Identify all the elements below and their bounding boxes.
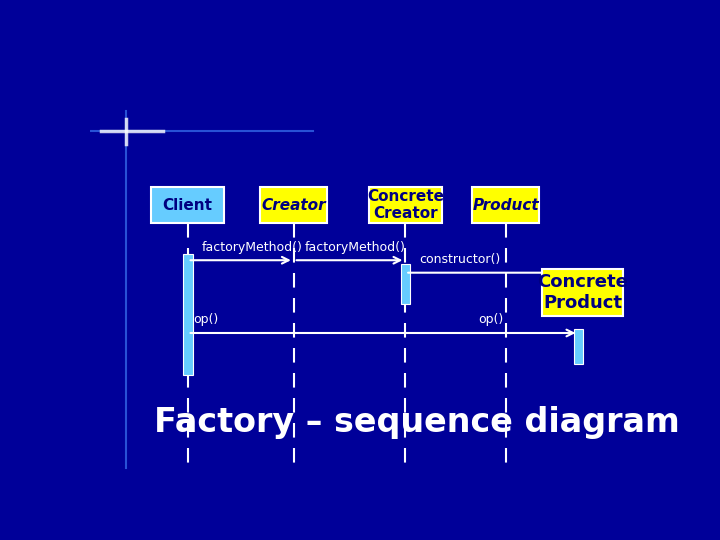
- Bar: [472, 187, 539, 223]
- Text: op(): op(): [193, 313, 218, 326]
- Text: factoryMethod(): factoryMethod(): [202, 241, 302, 254]
- Text: Client: Client: [163, 198, 212, 213]
- Bar: [542, 268, 623, 316]
- Text: Product: Product: [472, 198, 539, 213]
- Bar: [183, 254, 193, 375]
- Bar: [260, 187, 327, 223]
- Bar: [151, 187, 224, 223]
- Text: Factory – sequence diagram: Factory – sequence diagram: [154, 406, 680, 439]
- Text: constructor(): constructor(): [419, 253, 500, 266]
- Bar: [574, 329, 582, 364]
- Text: Creator: Creator: [261, 198, 326, 213]
- Text: Concrete
Product: Concrete Product: [537, 273, 628, 312]
- Text: Concrete
Creator: Concrete Creator: [366, 189, 444, 221]
- Text: factoryMethod(): factoryMethod(): [305, 241, 405, 254]
- Bar: [401, 265, 410, 304]
- Text: op(): op(): [478, 313, 503, 326]
- Bar: [369, 187, 441, 223]
